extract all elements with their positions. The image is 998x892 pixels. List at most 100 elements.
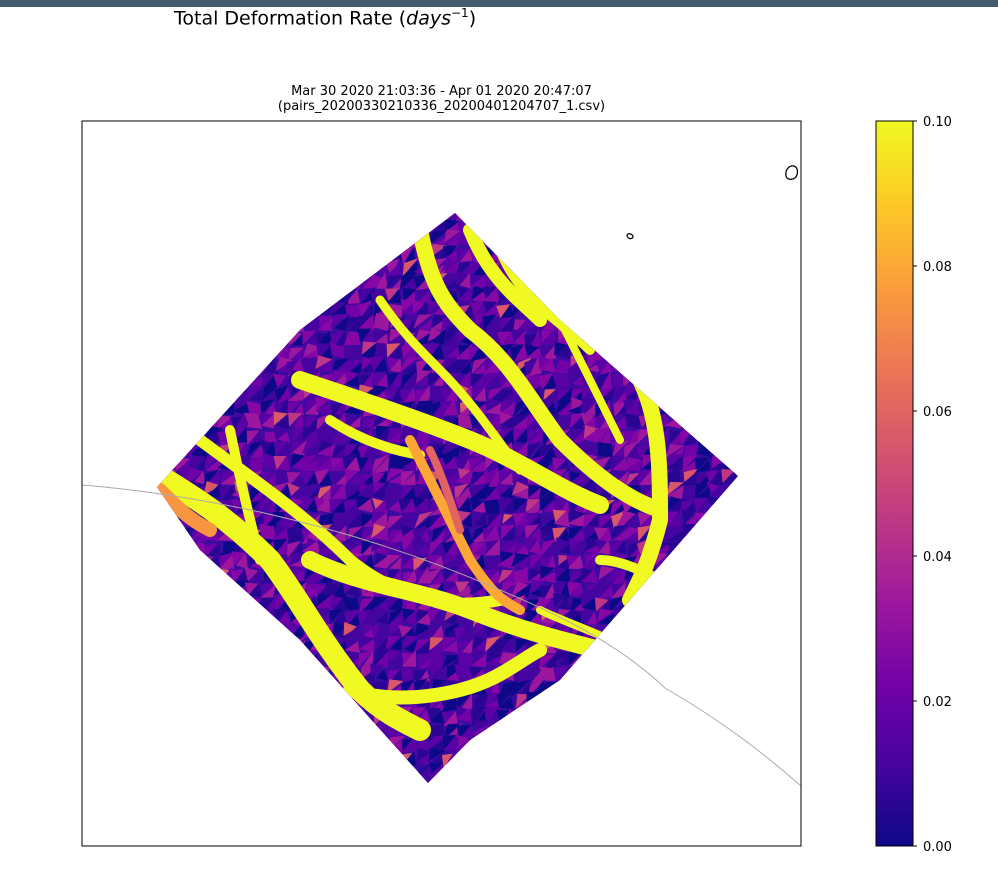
- heatmap-cell: [485, 402, 503, 415]
- heatmap-cell: [401, 301, 416, 317]
- heatmap-cell: [427, 652, 442, 667]
- heatmap-cell: [538, 355, 553, 370]
- heatmap-cell: [552, 527, 567, 543]
- heatmap-cell: [469, 482, 490, 500]
- high-deformation-band: [622, 372, 668, 608]
- heatmap-cell: [427, 373, 443, 388]
- heatmap-cell: [415, 291, 430, 305]
- heatmap-cell: [500, 372, 515, 388]
- heatmap-cell: [347, 511, 364, 528]
- heatmap-cell: [529, 552, 545, 570]
- heatmap-cell: [568, 426, 588, 446]
- heatmap-cell: [554, 400, 574, 416]
- heatmap-cell: [388, 456, 405, 471]
- heatmap-cell: [370, 356, 385, 371]
- heatmap-cell: [357, 609, 372, 627]
- heatmap-cell: [524, 537, 539, 552]
- heatmap-cell: [497, 470, 512, 485]
- heatmap-cell: [454, 626, 469, 643]
- heatmap-cell: [524, 609, 539, 624]
- heatmap-cell: [526, 440, 542, 461]
- heatmap-cell: [580, 593, 595, 608]
- heatmap-cell: [331, 443, 349, 461]
- heatmap-cell: [427, 736, 448, 751]
- heatmap-cell: [246, 413, 262, 429]
- heatmap-cell: [693, 497, 708, 514]
- heatmap-cell: [636, 445, 651, 461]
- heatmap-cell: [333, 609, 346, 625]
- heatmap-cell: [539, 666, 554, 681]
- track-line: [82, 484, 801, 787]
- high-deformation-band: [412, 222, 668, 518]
- heatmap-cell: [386, 304, 404, 319]
- heatmap-cell: [343, 345, 360, 363]
- heatmap-cell: [580, 567, 595, 582]
- heatmap-cell: [343, 416, 361, 432]
- heatmap-cell: [388, 595, 402, 611]
- heatmap-cell: [432, 750, 446, 765]
- heatmap-cell: [333, 498, 346, 513]
- heatmap-cell: [486, 398, 503, 413]
- heatmap-cell: [613, 401, 628, 418]
- heatmap-cell: [415, 370, 432, 385]
- heatmap-cell: [287, 399, 302, 417]
- heatmap-cell: [694, 483, 710, 498]
- heatmap-cell: [402, 609, 417, 625]
- heatmap-cell: [263, 389, 279, 401]
- heatmap-cell: [455, 343, 473, 360]
- heatmap-cell: [372, 455, 389, 474]
- heatmap-cell: [417, 542, 430, 555]
- heatmap-cell: [516, 498, 528, 513]
- heatmap-cell: [372, 385, 388, 400]
- heatmap-cell: [681, 485, 700, 502]
- heatmap-cell: [431, 245, 447, 261]
- heatmap-cell: [401, 498, 416, 513]
- heatmap-cell: [484, 706, 499, 723]
- heatmap-cell: [567, 514, 586, 527]
- heatmap-cell: [460, 513, 472, 527]
- heatmap-cell: [470, 272, 485, 287]
- heatmap-cell: [190, 529, 210, 544]
- heatmap-cell: [457, 496, 472, 513]
- heatmap-cell: [189, 456, 205, 472]
- heatmap-cell: [400, 361, 420, 373]
- axes-title-line2: (pairs_20200330210336_20200401204707_1.c…: [277, 99, 606, 114]
- heatmap-cell: [373, 329, 388, 344]
- heatmap-cell: [456, 705, 471, 720]
- heatmap-cell: [583, 427, 600, 443]
- heatmap-cell: [373, 636, 388, 654]
- heatmap-cell: [343, 329, 363, 346]
- heatmap-cell: [679, 470, 698, 486]
- heatmap-cell: [530, 329, 542, 349]
- heatmap-cell: [697, 497, 710, 514]
- heatmap-cell: [612, 456, 627, 471]
- high-deformation-band: [225, 425, 265, 565]
- high-deformation-band: [291, 371, 609, 514]
- heatmap-cell: [342, 454, 357, 471]
- heatmap-cell: [594, 527, 609, 542]
- heatmap-cell: [413, 429, 433, 446]
- heatmap-cell: [666, 482, 684, 497]
- heatmap-cell: [261, 356, 276, 376]
- heatmap-cell: [390, 387, 402, 405]
- heatmap-cell: [375, 272, 388, 289]
- heatmap-cell: [414, 511, 434, 529]
- heatmap-cell: [290, 453, 307, 468]
- heatmap-cell: [306, 499, 318, 513]
- heatmap-cell: [302, 482, 319, 501]
- heatmap-cell: [610, 582, 626, 599]
- heatmap-cell: [399, 356, 420, 373]
- heatmap-cell: [320, 346, 332, 359]
- heatmap-cell: [514, 510, 528, 528]
- heatmap-cell: [600, 598, 612, 612]
- heatmap-cell: [292, 413, 304, 429]
- heatmap-cell: [556, 387, 573, 404]
- heatmap-cell: [681, 509, 696, 524]
- heatmap-cell: [696, 458, 710, 473]
- heatmap-cell: [594, 357, 609, 375]
- heatmap-cell: [512, 399, 532, 417]
- heatmap-cell: [512, 427, 527, 442]
- heatmap-cell: [316, 330, 332, 348]
- heatmap-cell: [278, 610, 290, 625]
- heatmap-cell: [246, 401, 261, 416]
